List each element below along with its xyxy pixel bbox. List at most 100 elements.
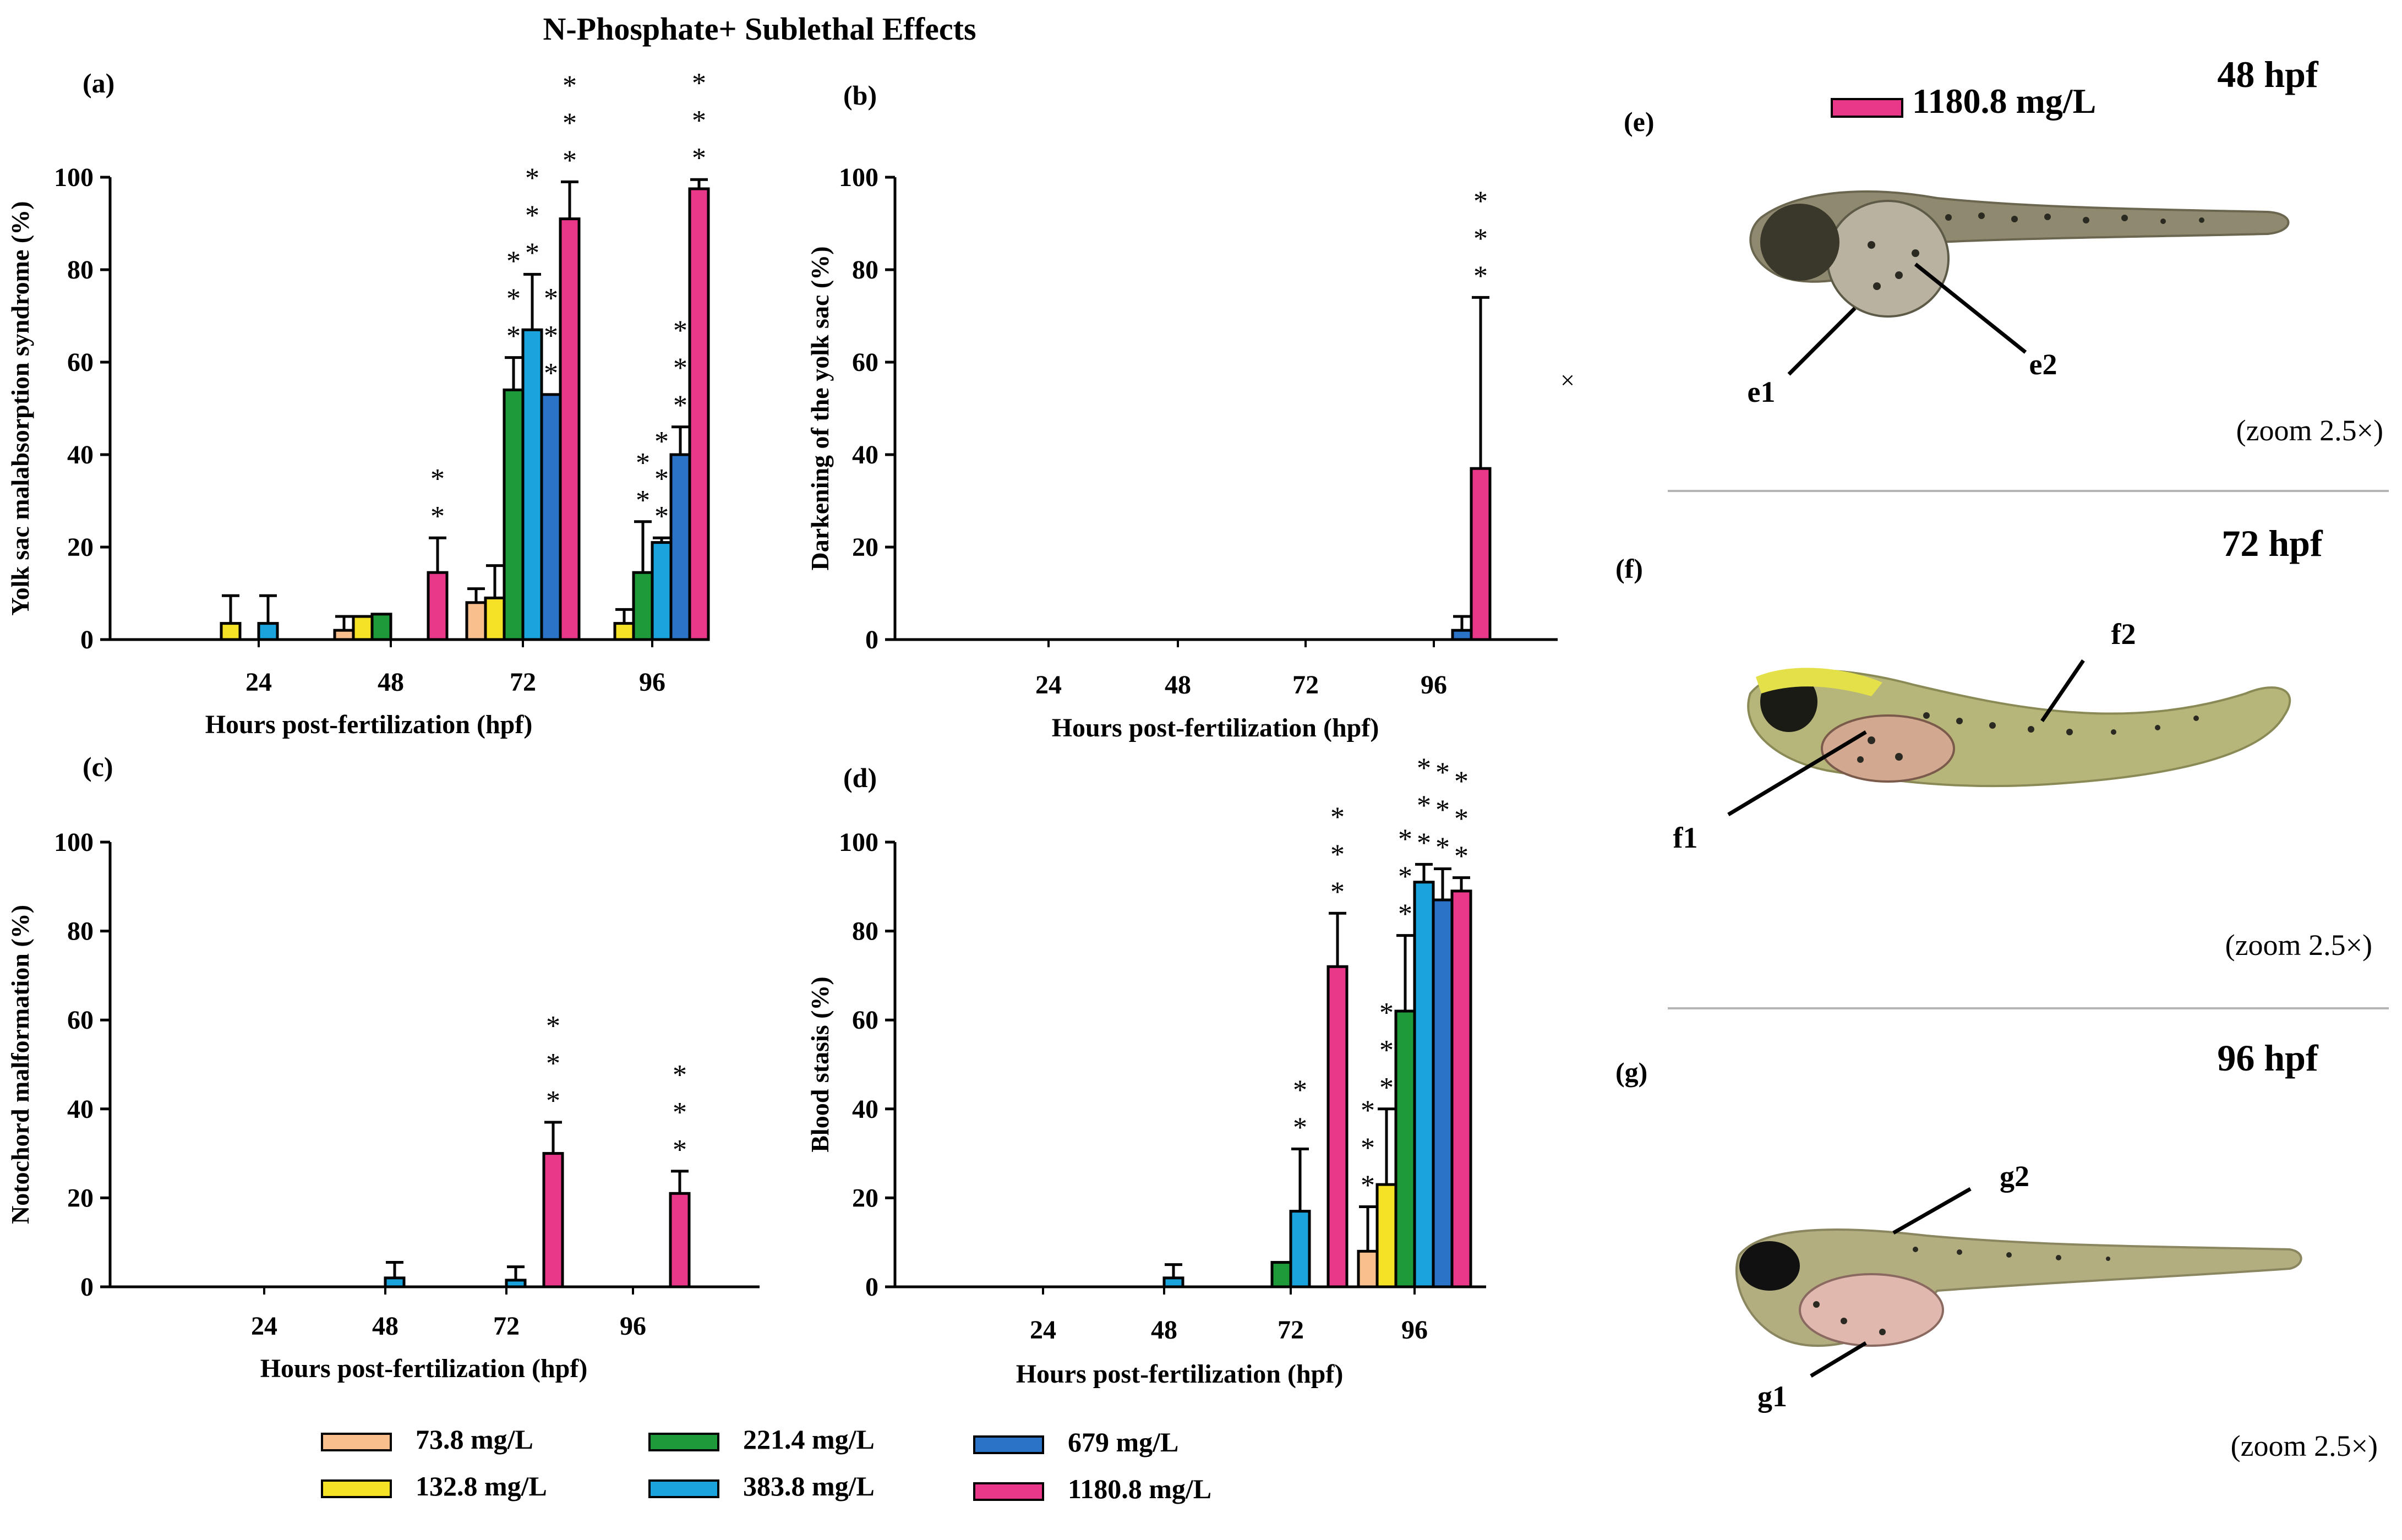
zoom-label-e: (zoom 2.5×): [2236, 414, 2383, 447]
significance-star: *: [1435, 794, 1450, 826]
significance-star: *: [1417, 752, 1431, 784]
x-tick-label: 72: [1278, 1315, 1304, 1345]
x-tick-label: 24: [1035, 670, 1062, 700]
bar: [1450, 889, 1472, 1288]
y-axis-title: Darkening of the yolk sac (%): [806, 246, 834, 570]
significance-star: *: [692, 143, 706, 174]
bar: [333, 629, 355, 641]
y-tick-label: 0: [80, 1273, 94, 1302]
bar: [1432, 898, 1454, 1288]
y-tick-label: 100: [54, 828, 94, 857]
embryo-96hpf-image: [1735, 1187, 2302, 1378]
y-tick-label: 20: [67, 533, 94, 562]
significance-star: *: [636, 447, 650, 479]
y-tick-label: 60: [67, 1006, 94, 1035]
x-tick-label: 96: [639, 668, 665, 697]
x-tick-label: 48: [1151, 1315, 1177, 1345]
x-tick-label: 72: [1292, 670, 1319, 700]
marker-g1: g1: [1757, 1380, 1787, 1413]
significance-star: *: [544, 283, 558, 314]
significance-star: *: [1454, 841, 1469, 872]
significance-star: *: [1435, 757, 1450, 788]
y-tick-label: 80: [67, 917, 94, 946]
significance-star: *: [692, 105, 706, 136]
bar: [1270, 1261, 1292, 1288]
y-axis-title: Notochord malformation (%): [6, 905, 34, 1224]
y-tick-label: 100: [839, 163, 878, 192]
y-tick-label: 0: [865, 1273, 878, 1302]
y-axis-title: Yolk sac malabsorption syndrome (%): [6, 201, 34, 615]
figure-title: N-Phosphate+ Sublethal Effects: [543, 11, 976, 47]
significance-star: *: [1473, 223, 1488, 254]
significance-star: *: [506, 246, 521, 277]
bar: [669, 1192, 691, 1288]
bar: [540, 393, 562, 641]
x-tick-label: 48: [378, 668, 404, 697]
bar: [1162, 1276, 1184, 1288]
legend-label: 1180.8 mg/L: [1068, 1473, 1211, 1504]
x-axis-title: Hours post-fertilization (hpf): [260, 1354, 588, 1383]
legend-swatch: [648, 1479, 719, 1498]
bar: [384, 1276, 406, 1288]
significance-star: *: [563, 107, 577, 139]
legend-swatch: [973, 1482, 1044, 1501]
significance-star: *: [1454, 804, 1469, 835]
chart-panel-d: (d) 0 20 40 60 80 100 Blood stasis (%) 24 48 72 96 H…: [806, 752, 1486, 1389]
y-tick-label: 100: [54, 163, 94, 192]
y-tick-label: 60: [852, 348, 878, 377]
significance-star: *: [430, 501, 445, 532]
x-axis-title: Hours post-fertilization (hpf): [205, 710, 533, 739]
legend-label: 73.8 mg/L: [416, 1424, 533, 1455]
embryo-image-panels: 1180.8 mg/L (e) 48 hpf e1 e2 (zoom 2.5×)…: [1615, 53, 2389, 1462]
x-tick-label: 72: [510, 668, 536, 697]
significance-star: *: [1454, 766, 1469, 798]
zoom-label-f: (zoom 2.5×): [2225, 929, 2372, 962]
bar: [632, 571, 654, 641]
significance-star: *: [563, 70, 577, 101]
bar: [257, 622, 279, 641]
significance-star: *: [654, 501, 669, 532]
significance-star: *: [1398, 861, 1412, 893]
significance-star: *: [544, 320, 558, 352]
y-tick-label: 80: [852, 917, 878, 946]
bar: [1326, 965, 1349, 1288]
legend-label: 221.4 mg/L: [743, 1424, 875, 1455]
significance-star: *: [506, 283, 521, 315]
bar: [370, 613, 392, 641]
bar: [651, 541, 673, 641]
marker-e2: e2: [2029, 348, 2057, 381]
bar: [542, 1152, 564, 1288]
significance-star: *: [1398, 899, 1412, 930]
significance-star: *: [692, 68, 706, 99]
bar: [352, 615, 374, 641]
panel-label-g: (g): [1615, 1057, 1647, 1088]
y-tick-label: 20: [852, 533, 878, 562]
stage-label-48hpf: 48 hpf: [2217, 53, 2319, 95]
significance-star: *: [525, 162, 539, 194]
significance-star: *: [1293, 1075, 1307, 1106]
bar: [505, 1279, 527, 1288]
y-tick-label: 40: [67, 1095, 94, 1124]
significance-star: *: [1379, 997, 1394, 1029]
significance-star: *: [1435, 832, 1450, 863]
panel-label-e: (e): [1624, 106, 1655, 137]
bar: [1413, 881, 1435, 1288]
significance-star: *: [673, 315, 687, 347]
significance-star: *: [544, 358, 558, 389]
y-tick-label: 40: [852, 1095, 878, 1124]
significance-star: *: [1330, 876, 1345, 908]
chart-panel-b: (b) 0 20 40 60 80 100 Darkening of the yolk sac…: [806, 80, 1558, 742]
bar: [427, 571, 449, 641]
y-axis-title: Blood stasis (%): [806, 976, 834, 1152]
bar: [1357, 1249, 1379, 1288]
x-axis-title: Hours post-fertilization (hpf): [1016, 1359, 1344, 1389]
significance-star: *: [1330, 839, 1345, 870]
significance-star: *: [1361, 1095, 1375, 1127]
y-tick-label: 100: [839, 828, 878, 857]
bar: [465, 601, 487, 641]
embryo-72hpf-image: [1727, 659, 2291, 817]
significance-star: *: [1361, 1133, 1375, 1164]
legend-swatch: [648, 1433, 719, 1451]
y-tick-label: 60: [852, 1006, 878, 1035]
